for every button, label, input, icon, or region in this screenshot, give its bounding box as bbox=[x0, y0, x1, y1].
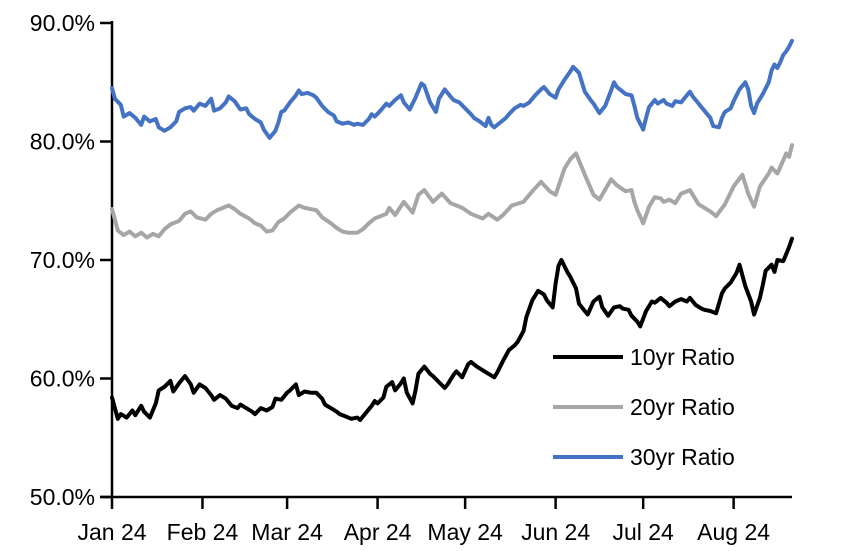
x-tick-label: Jun 24 bbox=[521, 519, 590, 545]
legend: 10yr Ratio 20yr Ratio 30yr Ratio bbox=[553, 344, 735, 470]
x-tick-label: Aug 24 bbox=[697, 519, 770, 545]
y-tick-label: 50.0% bbox=[30, 484, 95, 510]
axes bbox=[100, 21, 792, 509]
x-tick-label: Apr 24 bbox=[344, 519, 412, 545]
line-10yr-ratio bbox=[110, 236, 794, 422]
x-tick-label: Jul 24 bbox=[612, 519, 674, 545]
line-30yr-ratio bbox=[110, 38, 794, 140]
legend-label-30yr: 30yr Ratio bbox=[630, 444, 735, 470]
x-tick-label: May 24 bbox=[427, 519, 503, 545]
legend-label-10yr: 10yr Ratio bbox=[630, 344, 735, 370]
line-20yr-ratio bbox=[110, 143, 794, 240]
legend-label-20yr: 20yr Ratio bbox=[630, 394, 735, 420]
data-series-group bbox=[110, 38, 794, 422]
y-tick-label: 70.0% bbox=[30, 247, 95, 273]
x-tick-label: Mar 24 bbox=[251, 519, 323, 545]
y-tick-label: 60.0% bbox=[30, 366, 95, 392]
x-tick-label: Jan 24 bbox=[77, 519, 146, 545]
y-tick-label: 90.0% bbox=[30, 10, 95, 36]
y-tick-label: 80.0% bbox=[30, 129, 95, 155]
axis-tick-labels: 50.0% 60.0% 70.0% 80.0% 90.0% Jan 24 Feb 24 Mar… bbox=[30, 10, 771, 545]
x-tick-label: Feb 24 bbox=[167, 519, 239, 545]
